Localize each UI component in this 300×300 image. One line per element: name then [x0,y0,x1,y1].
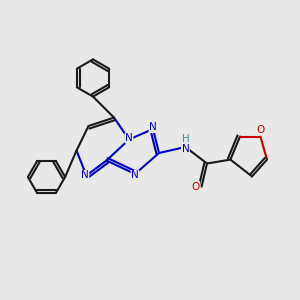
Text: H: H [182,134,189,144]
Text: N: N [149,122,157,133]
Text: N: N [182,143,189,154]
Text: N: N [125,133,133,143]
Text: O: O [191,182,200,192]
Text: O: O [256,125,265,135]
Text: N: N [131,170,139,181]
Text: N: N [81,170,89,181]
